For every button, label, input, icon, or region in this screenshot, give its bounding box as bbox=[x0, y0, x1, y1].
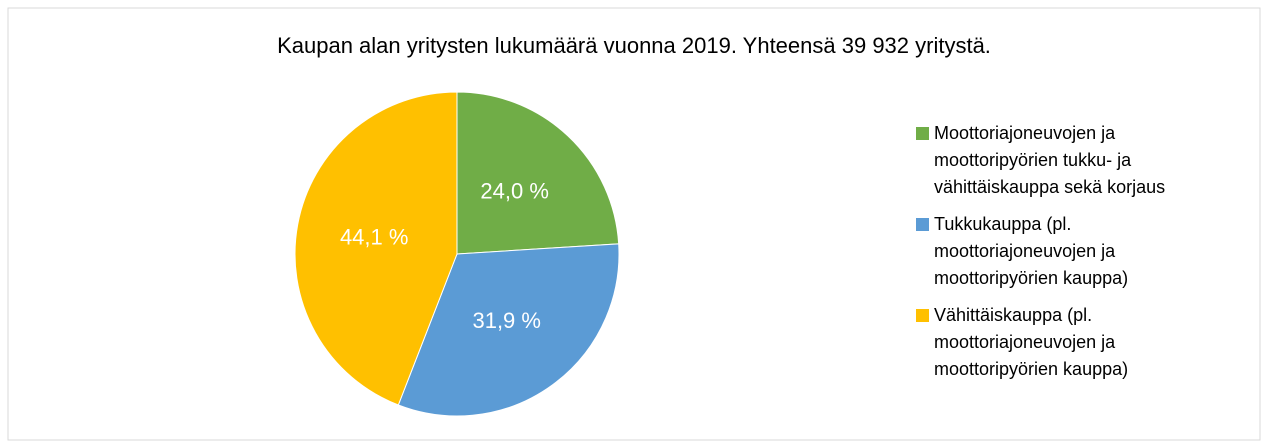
legend-swatch bbox=[916, 309, 929, 322]
data-label: 24,0 % bbox=[480, 178, 549, 203]
legend-item: Tukkukauppa (pl. moottoriajoneuvojen ja … bbox=[916, 211, 1246, 292]
pie-slice bbox=[294, 91, 458, 406]
pie-slice bbox=[397, 243, 620, 417]
chart-title: Kaupan alan yritysten lukumäärä vuonna 2… bbox=[277, 33, 991, 58]
legend-label: Moottoriajoneuvojen ja moottoripyörien t… bbox=[934, 123, 1166, 197]
legend-swatch bbox=[916, 218, 929, 231]
data-label: 31,9 % bbox=[472, 308, 541, 333]
legend-label: Tukkukauppa (pl. moottoriajoneuvojen ja … bbox=[934, 214, 1129, 288]
legend: Moottoriajoneuvojen ja moottoripyörien t… bbox=[916, 120, 1246, 393]
legend-swatch bbox=[916, 127, 929, 140]
data-label: 44,1 % bbox=[340, 224, 409, 249]
legend-item: Moottoriajoneuvojen ja moottoripyörien t… bbox=[916, 120, 1246, 201]
pie-slice bbox=[456, 91, 620, 255]
legend-label: Vähittäiskauppa (pl. moottoriajoneuvojen… bbox=[934, 305, 1129, 379]
chart-frame bbox=[7, 7, 1261, 441]
legend-item: Vähittäiskauppa (pl. moottoriajoneuvojen… bbox=[916, 302, 1246, 383]
